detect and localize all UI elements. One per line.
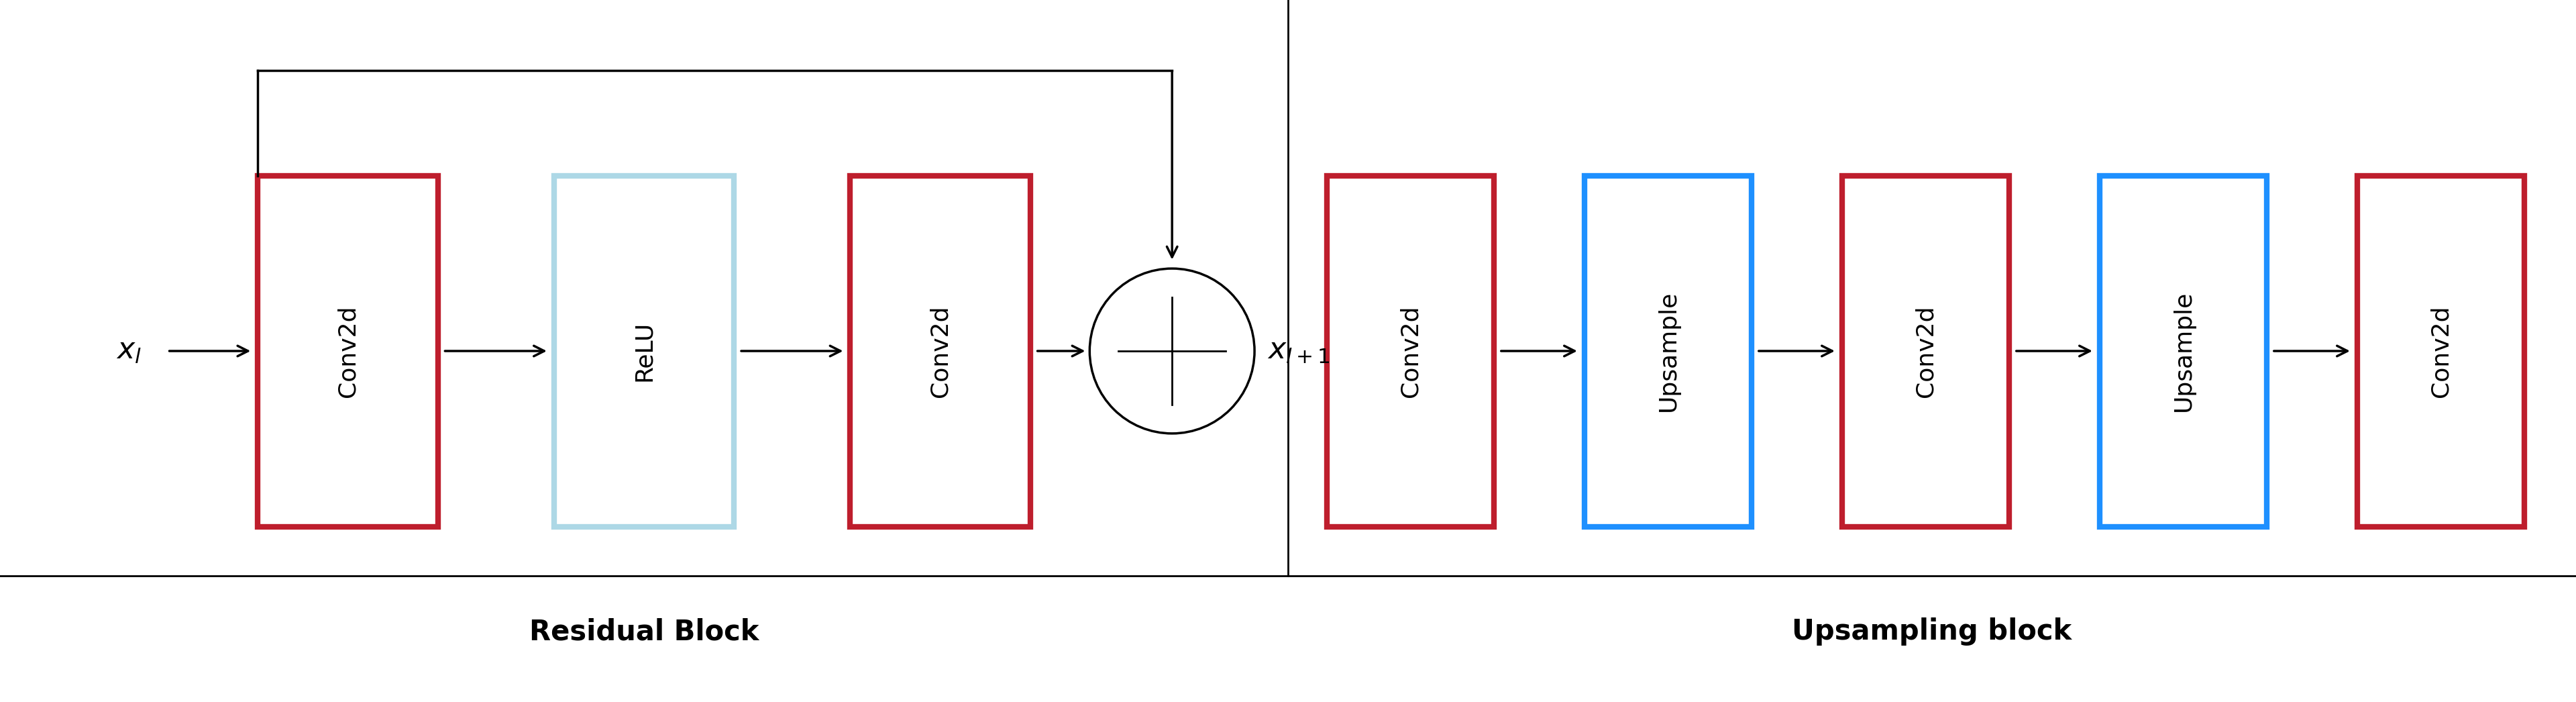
Text: Upsample: Upsample (1656, 291, 1680, 411)
Text: Conv2d: Conv2d (1914, 305, 1937, 397)
Text: Residual Block: Residual Block (528, 618, 760, 646)
Text: Upsampling block: Upsampling block (1793, 618, 2071, 646)
FancyBboxPatch shape (554, 176, 734, 526)
Text: Upsample: Upsample (2172, 291, 2195, 411)
Text: ReLU: ReLU (634, 321, 654, 381)
FancyBboxPatch shape (1327, 176, 1494, 526)
FancyBboxPatch shape (258, 176, 438, 526)
Text: Conv2d: Conv2d (1399, 305, 1422, 397)
Text: Conv2d: Conv2d (337, 305, 358, 397)
FancyBboxPatch shape (1584, 176, 1752, 526)
FancyBboxPatch shape (1842, 176, 2009, 526)
FancyBboxPatch shape (850, 176, 1030, 526)
FancyBboxPatch shape (2099, 176, 2267, 526)
FancyBboxPatch shape (2357, 176, 2524, 526)
Text: Conv2d: Conv2d (930, 305, 951, 397)
Text: Conv2d: Conv2d (2429, 305, 2452, 397)
Text: $x_l$: $x_l$ (116, 336, 142, 366)
Text: $x_{l+1}$: $x_{l+1}$ (1267, 336, 1329, 366)
